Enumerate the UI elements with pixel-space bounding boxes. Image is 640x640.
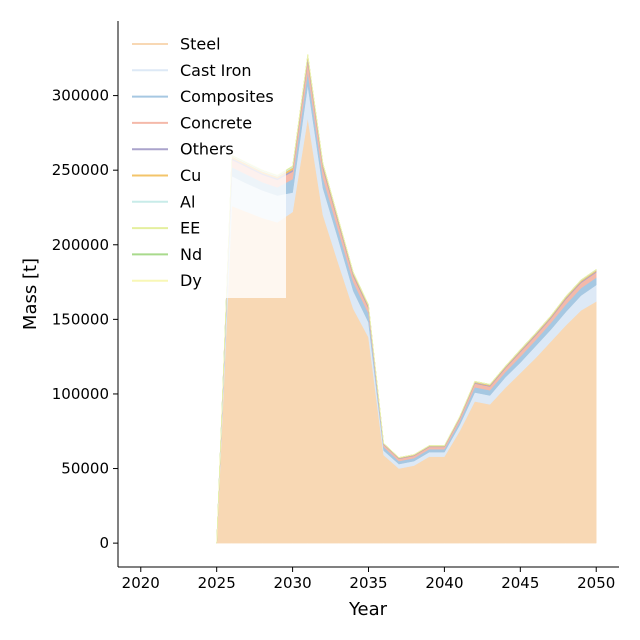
x-tick-label: 2045 (501, 574, 539, 592)
legend-label-composites: Composites (180, 87, 274, 106)
y-tick-label: 0 (99, 534, 109, 552)
y-tick-label: 150000 (52, 310, 109, 328)
area-dy (216, 54, 597, 544)
x-tick-label: 2040 (425, 574, 463, 592)
legend-label-cu: Cu (180, 166, 201, 185)
y-tick-label: 250000 (52, 161, 109, 179)
x-tick-label: 2025 (198, 574, 236, 592)
legend-label-dy: Dy (180, 271, 202, 290)
x-tick-label: 2030 (273, 574, 311, 592)
legend: Steel Cast Iron Composites Concrete Others Cu… (126, 30, 286, 298)
y-tick-label: 200000 (52, 236, 109, 254)
y-axis-title: Mass [t] (20, 258, 41, 330)
x-axis-title: Year (348, 599, 388, 620)
y-tick-label: 100000 (52, 385, 109, 403)
y-tick-label: 50000 (61, 460, 109, 478)
legend-label-nd: Nd (180, 245, 202, 264)
legend-label-steel: Steel (180, 35, 221, 54)
stacked-areas (216, 54, 597, 544)
legend-label-cast-iron: Cast Iron (180, 61, 252, 80)
legend-label-concrete: Concrete (180, 113, 252, 132)
legend-box (126, 30, 286, 298)
x-tick-label: 2035 (349, 574, 387, 592)
y-tick-label: 300000 (52, 87, 109, 105)
x-tick-label: 2050 (577, 574, 615, 592)
x-tick-label: 2020 (122, 574, 160, 592)
legend-label-al: Al (180, 192, 195, 211)
legend-label-ee: EE (180, 219, 200, 238)
legend-label-others: Others (180, 140, 234, 159)
axes: 2020 2025 2030 2035 2040 2045 2050 0 50000 100000… (52, 21, 619, 592)
